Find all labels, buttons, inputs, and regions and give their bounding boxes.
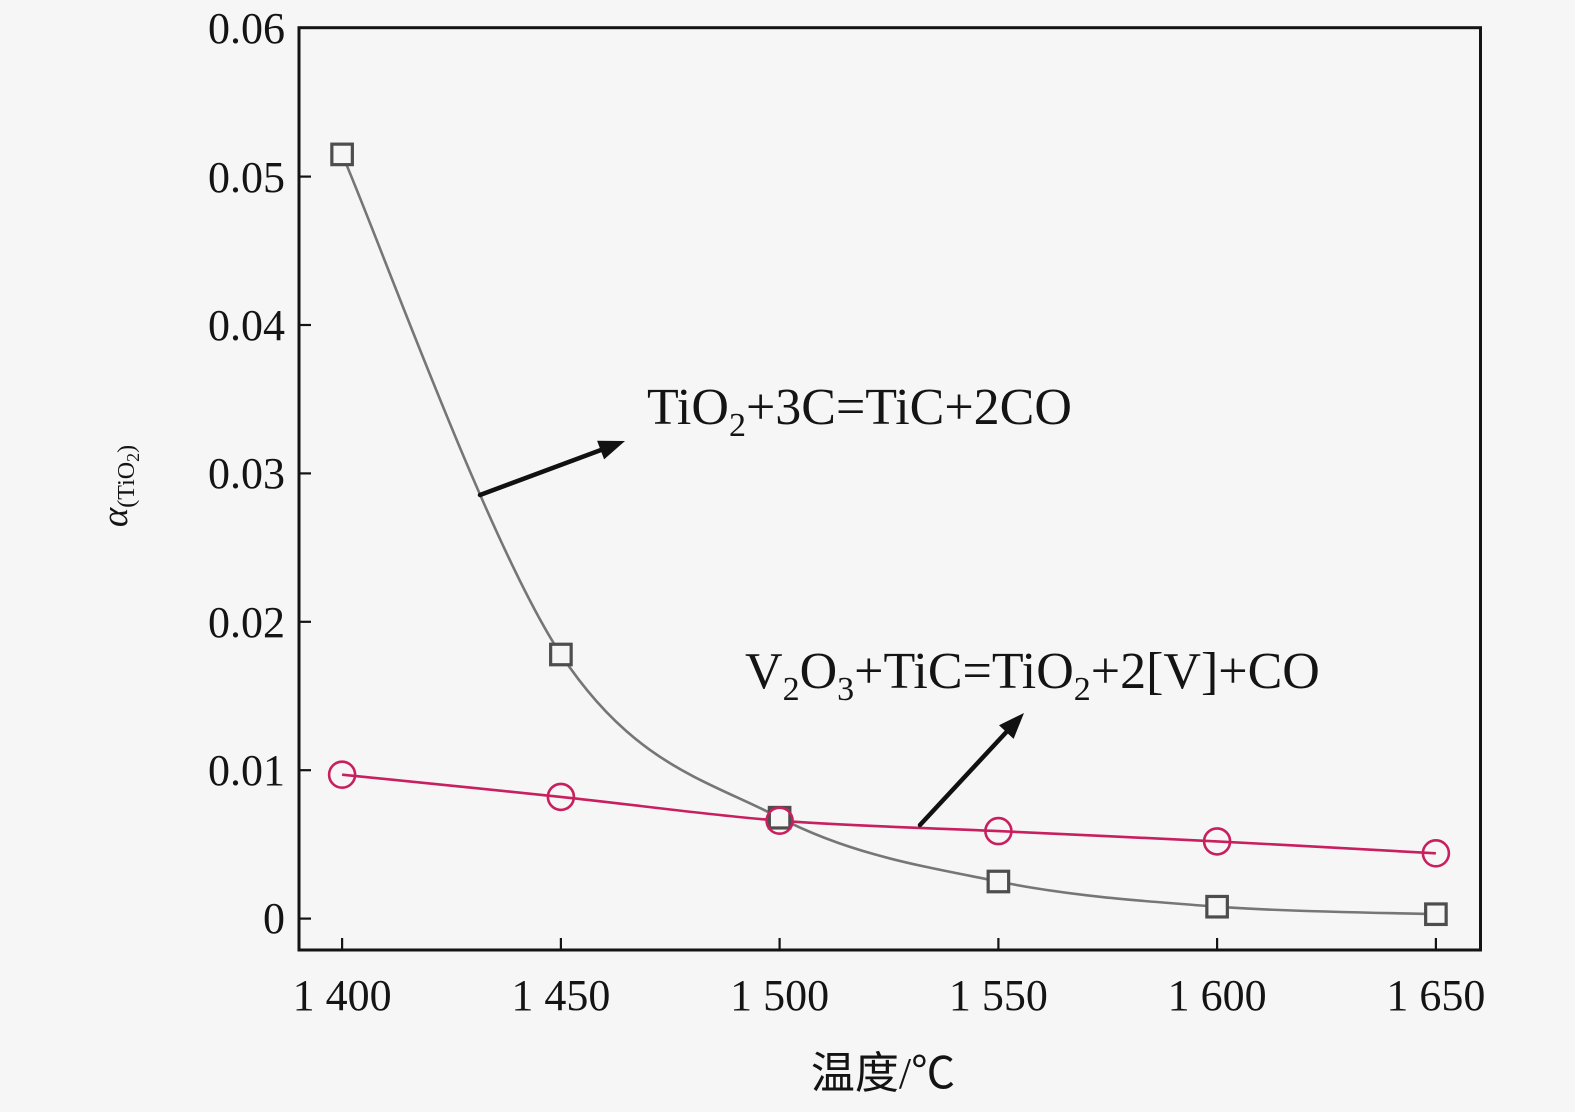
- svg-text:温度/℃: 温度/℃: [811, 1049, 955, 1098]
- svg-text:0.03: 0.03: [208, 449, 285, 498]
- svg-text:0.04: 0.04: [208, 301, 285, 350]
- svg-text:0.06: 0.06: [208, 4, 285, 53]
- svg-text:0.05: 0.05: [208, 153, 285, 202]
- svg-text:0: 0: [263, 894, 285, 943]
- svg-text:0.02: 0.02: [208, 598, 285, 647]
- svg-text:1 650: 1 650: [1386, 971, 1485, 1020]
- svg-text:V2O3+TiC=TiO2+2[V]+CO: V2O3+TiC=TiO2+2[V]+CO: [745, 643, 1320, 708]
- svg-text:TiO2+3C=TiC+2CO: TiO2+3C=TiC+2CO: [647, 379, 1072, 444]
- svg-text:1 550: 1 550: [949, 971, 1048, 1020]
- svg-text:1 600: 1 600: [1168, 971, 1267, 1020]
- svg-text:1 400: 1 400: [293, 971, 392, 1020]
- svg-text:1 450: 1 450: [511, 971, 610, 1020]
- svg-text:1 500: 1 500: [730, 971, 829, 1020]
- svg-text:0.01: 0.01: [208, 746, 285, 795]
